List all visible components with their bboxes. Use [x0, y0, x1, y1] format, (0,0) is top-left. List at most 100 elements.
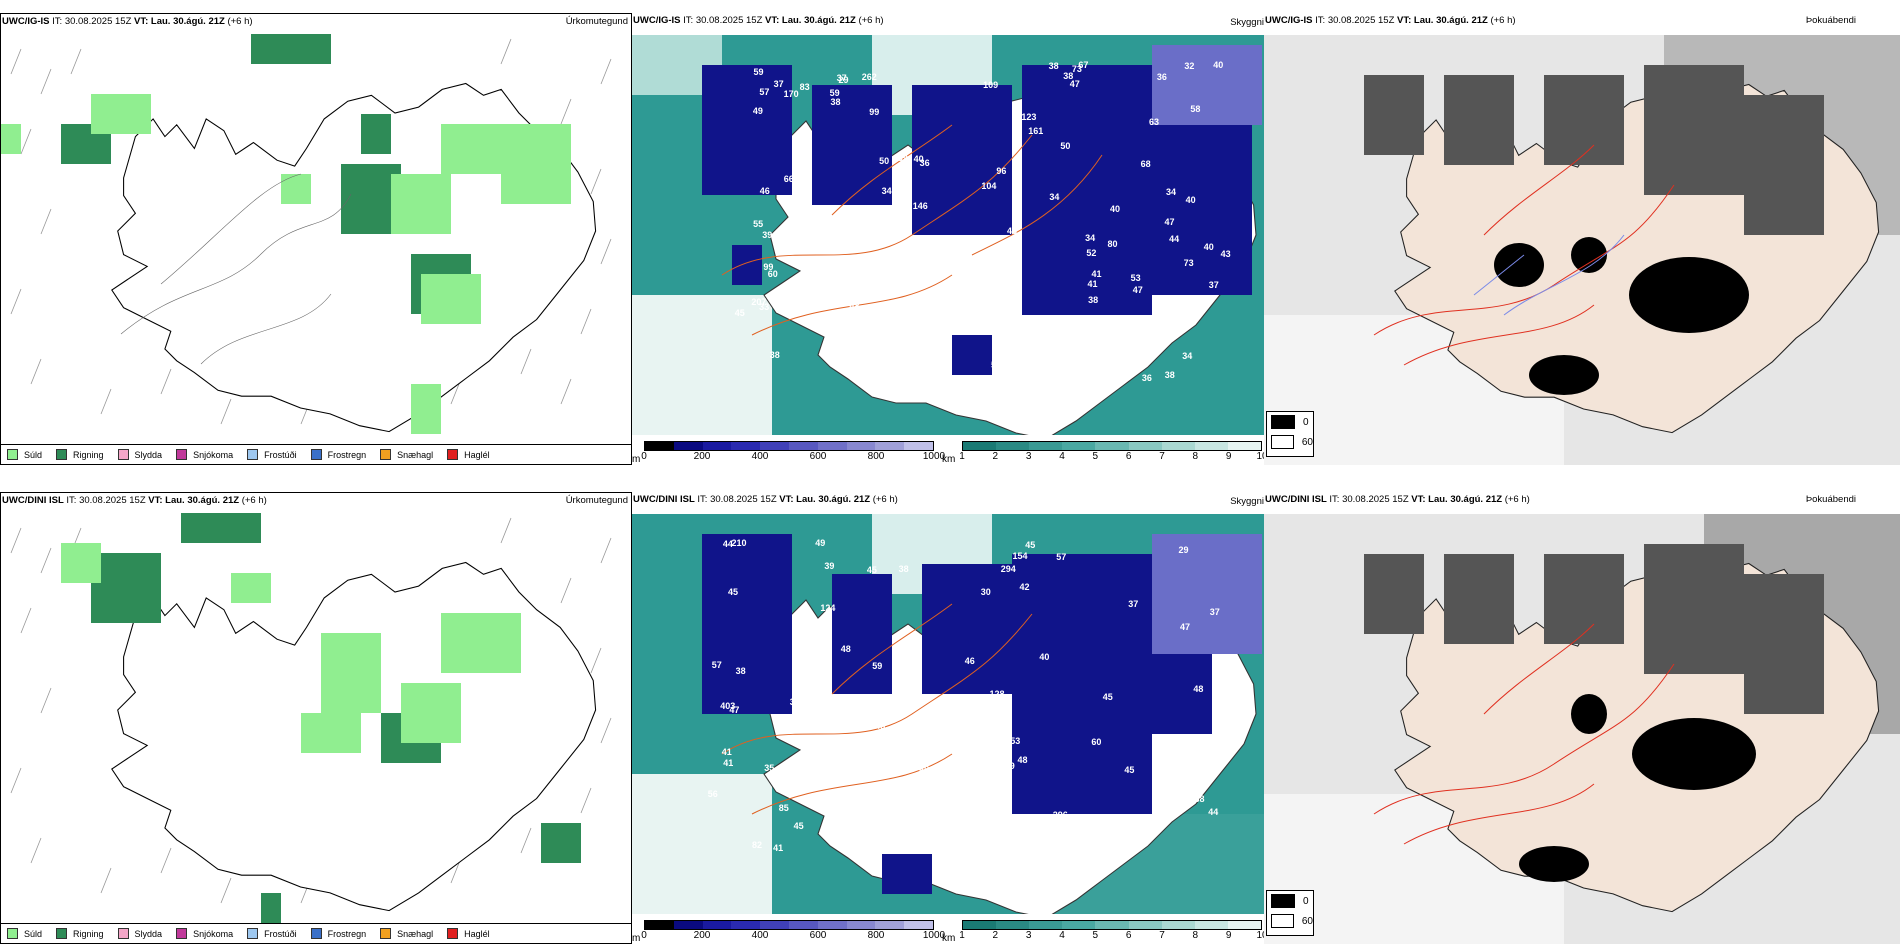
clouds-panel-2: UWC/DINI ISL IT: 30.08.2025 15Z VT: Lau.… — [632, 492, 1264, 944]
cloud-base-value: 80 — [1107, 239, 1118, 250]
legend-item: Súld — [7, 928, 42, 939]
fog-panel-2: UWC/DINI ISL IT: 30.08.2025 15Z VT: Lau.… — [1264, 492, 1900, 944]
cloud-base-value: 36 — [919, 157, 930, 168]
cloud-base-value: 34 — [1166, 186, 1177, 197]
legend-item: Frostregn — [310, 928, 366, 939]
clouds-map — [632, 514, 1264, 914]
cloud-base-value: 132 — [885, 827, 901, 838]
cloud-base-value: 49 — [1004, 761, 1015, 772]
cloud-base-value: 60 — [767, 269, 778, 280]
tick-label: 800 — [867, 451, 885, 462]
cloud-base-value: 78 — [1161, 770, 1172, 781]
precip-panel-1: UWC/IG-IS IT: 30.08.2025 15Z VT: Lau. 30… — [0, 13, 632, 465]
cloud-base-value: 48 — [840, 643, 851, 654]
cloud-base-value: 146 — [912, 200, 928, 211]
cloud-base-value: 50 — [934, 244, 945, 255]
cloud-base-value: 42 — [808, 617, 819, 628]
precip-panel-2: UWC/DINI ISL IT: 30.08.2025 15Z VT: Lau.… — [0, 492, 632, 944]
cloud-base-value: 37 — [1115, 346, 1126, 357]
cloud-base-value: 49 — [815, 537, 826, 548]
cloud-base-value: 38 — [769, 350, 780, 361]
cloud-base-value: 38 — [1021, 379, 1032, 390]
cloud-base-value: 36 — [1141, 372, 1152, 383]
cloud-base-value: 403 — [720, 701, 736, 712]
panel-header: UWC/DINI ISL IT: 30.08.2025 15Z VT: Lau.… — [1264, 492, 1530, 508]
cloud-base-value: 56 — [936, 317, 947, 328]
cloud-base-value: 59 — [753, 66, 764, 77]
cloud-base-value: 39 — [824, 561, 835, 572]
panel-header: UWC/DINI ISL IT: 30.08.2025 15Z VT: Lau.… — [632, 492, 898, 508]
cloud-base-value: 33 — [759, 302, 770, 313]
cloud-base-value: 40 — [1203, 242, 1214, 253]
cloud-base-value: 45 — [1124, 765, 1135, 776]
cloud-base-value: 52 — [1086, 248, 1097, 259]
panel-title: Þokuábendi — [1805, 494, 1856, 505]
cloud-base-value: 210 — [731, 538, 747, 549]
cloud-base-value: 41 — [1091, 269, 1102, 280]
cloud-base-value: 43 — [1006, 226, 1017, 237]
cloud-base-value: 161 — [1028, 125, 1044, 136]
cloud-base-value: 59 — [829, 88, 840, 99]
tick-label: 400 — [751, 930, 769, 941]
cloud-base-value: 51 — [1066, 853, 1077, 864]
legend-label: Súld — [24, 928, 43, 939]
tick-label: 6 — [1125, 930, 1132, 941]
legend-label: Snæhagl — [397, 928, 434, 939]
cloud-base-value: 96 — [996, 166, 1007, 177]
cloud-base-value: 133 — [1129, 838, 1145, 849]
cloud-base-value: 43 — [875, 720, 886, 731]
legend-label: Rigning — [73, 449, 104, 460]
cloud-base-value: 82 — [751, 840, 762, 851]
cloud-base-value: 41 — [721, 746, 732, 757]
cloud-base-value: 37 — [868, 858, 879, 869]
cloud-base-value: 63 — [1149, 116, 1160, 127]
tick-label: 0 — [641, 451, 647, 462]
cloud-base-value: 107 — [845, 820, 861, 831]
cloud-base-value: 207 — [751, 297, 767, 308]
cloud-base-value: 49 — [779, 717, 790, 728]
legend-label: Snjókoma — [193, 449, 234, 460]
cloud-base-value: 45 — [728, 586, 739, 597]
legend-swatch — [176, 928, 188, 939]
tick-label: 5 — [1092, 930, 1099, 941]
cloud-base-value: 45 — [793, 820, 804, 831]
cloud-base-value: 29 — [1178, 544, 1189, 555]
cloud-base-value: 34 — [881, 185, 892, 196]
cloud-base-value: 40 — [1039, 651, 1050, 662]
vis-unit: km — [942, 933, 956, 944]
legend-label: Snjókoma — [193, 928, 234, 939]
tick-label: 400 — [751, 451, 769, 462]
cloud-base-value: 30 — [980, 586, 991, 597]
legend-item: Frostúði — [247, 449, 297, 460]
cloud-base-value: 96 — [808, 269, 819, 280]
cloud-base-value: 40 — [781, 289, 792, 300]
cloud-base-value: 44 — [1208, 806, 1219, 817]
cloud-base-value: 49 — [929, 824, 940, 835]
precip-legend: Súld Rigning Slydda Snjókoma Frostúði Frostre… — [1, 444, 631, 464]
legend-swatch — [56, 449, 68, 460]
cloud-base-value: 11 — [919, 756, 929, 767]
cloud-base-value: 36 — [1156, 72, 1167, 83]
cloud-base-value: 170 — [783, 89, 799, 100]
panel-header: UWC/DINI ISL IT: 30.08.2025 15Z VT: Lau.… — [1, 493, 267, 509]
cloud-base-value: 73 — [1183, 258, 1194, 269]
cloud-base-value: 192 — [1004, 850, 1020, 861]
cloud-base-value: 60 — [1091, 737, 1102, 748]
cloud-base-value: 38 — [898, 563, 909, 574]
cloud-base-value: 38 — [1194, 794, 1205, 805]
vis-colorbar: 1 2 3 4 5 6 7 8 9 10 — [959, 920, 1264, 942]
cloud-base-value: 99 — [869, 107, 880, 118]
cloud-base-value: 68 — [1140, 159, 1151, 170]
cloud-base-value: 44 — [892, 172, 903, 183]
panel-title: Skyggni — [1230, 17, 1264, 28]
clouds-panel-1: UWC/IG-IS IT: 30.08.2025 15Z VT: Lau. 30… — [632, 13, 1264, 465]
legend-item: Snæhagl — [380, 928, 433, 939]
panel-title: Skyggni — [1230, 496, 1264, 507]
cloud-base-value: 37 — [1209, 606, 1220, 617]
cloud-base-value: 34 — [1049, 192, 1060, 203]
cloud-base-value: 66 — [783, 174, 794, 185]
cloud-base-value: 47 — [1180, 622, 1191, 633]
cloud-base-value: 35 — [804, 216, 815, 227]
cloud-base-value: 37 — [773, 79, 784, 90]
cloud-base-value: 39 — [897, 153, 908, 164]
